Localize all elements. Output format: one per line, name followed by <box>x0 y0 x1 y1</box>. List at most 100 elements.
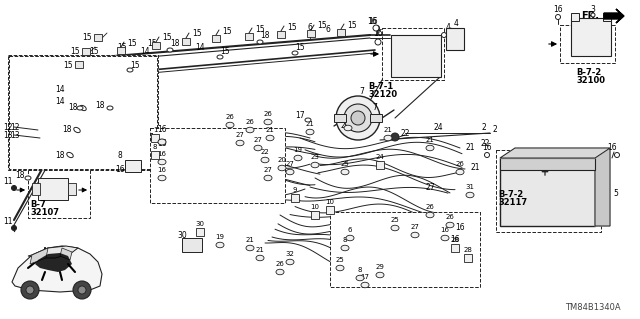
Polygon shape <box>604 9 624 23</box>
Ellipse shape <box>466 192 474 198</box>
Bar <box>151 151 159 159</box>
Text: 15: 15 <box>295 43 305 53</box>
Text: 8: 8 <box>118 152 122 160</box>
Bar <box>446 28 464 50</box>
Bar <box>68 183 76 195</box>
Ellipse shape <box>286 259 294 265</box>
Ellipse shape <box>127 68 133 72</box>
Text: 15: 15 <box>63 61 73 70</box>
Ellipse shape <box>167 48 173 52</box>
Text: 15: 15 <box>147 40 157 48</box>
Ellipse shape <box>306 129 314 135</box>
Ellipse shape <box>246 127 254 133</box>
Text: 32120: 32120 <box>368 90 397 99</box>
Polygon shape <box>60 248 72 260</box>
Text: 15: 15 <box>287 23 297 32</box>
Text: 4: 4 <box>445 24 451 33</box>
Bar <box>38 178 68 200</box>
Text: 16: 16 <box>367 18 377 26</box>
Ellipse shape <box>341 169 349 175</box>
Text: 25: 25 <box>340 161 349 167</box>
Text: 21: 21 <box>266 127 275 133</box>
Bar <box>32 183 40 195</box>
Polygon shape <box>500 148 610 158</box>
Text: 15: 15 <box>220 48 230 56</box>
Bar <box>571 18 611 56</box>
Ellipse shape <box>411 232 419 238</box>
Text: 23: 23 <box>310 154 319 160</box>
Ellipse shape <box>25 176 31 180</box>
Text: 14: 14 <box>55 98 65 107</box>
Text: 30: 30 <box>195 221 205 227</box>
Text: 29: 29 <box>376 264 385 270</box>
Bar <box>496 150 601 232</box>
Bar <box>391 35 441 77</box>
Text: 15: 15 <box>222 26 232 35</box>
Text: 12: 12 <box>3 122 13 131</box>
Text: 28: 28 <box>451 237 460 243</box>
Ellipse shape <box>107 106 113 110</box>
Ellipse shape <box>67 152 73 158</box>
Ellipse shape <box>292 51 298 55</box>
Ellipse shape <box>336 265 344 271</box>
Text: 26: 26 <box>340 121 350 130</box>
Ellipse shape <box>266 135 274 141</box>
Text: 10: 10 <box>326 199 335 205</box>
Circle shape <box>336 96 380 140</box>
Bar <box>571 13 579 21</box>
Text: 27: 27 <box>425 183 435 192</box>
Text: 18: 18 <box>68 103 77 113</box>
Text: 16: 16 <box>368 18 378 26</box>
Ellipse shape <box>278 165 286 171</box>
Text: 25: 25 <box>390 217 399 223</box>
Text: 21: 21 <box>305 121 314 127</box>
Bar <box>75 61 83 68</box>
Text: 16: 16 <box>455 224 465 233</box>
Text: 27: 27 <box>253 137 262 143</box>
Circle shape <box>556 14 561 19</box>
Ellipse shape <box>426 145 434 151</box>
Bar <box>603 13 611 21</box>
Polygon shape <box>35 253 72 272</box>
Ellipse shape <box>261 157 269 163</box>
Text: 5: 5 <box>614 189 618 198</box>
Bar <box>337 29 345 36</box>
Ellipse shape <box>276 269 284 275</box>
Text: 13: 13 <box>3 130 13 139</box>
Text: 9: 9 <box>292 187 297 193</box>
Ellipse shape <box>391 225 399 231</box>
Text: 14: 14 <box>55 85 65 94</box>
Text: 17: 17 <box>360 274 369 280</box>
Text: FR.: FR. <box>581 11 599 21</box>
Circle shape <box>344 104 372 132</box>
Text: 22: 22 <box>400 129 410 137</box>
Text: 26: 26 <box>264 111 273 117</box>
Polygon shape <box>30 248 48 264</box>
Text: 7: 7 <box>372 103 378 113</box>
Text: 1: 1 <box>150 133 154 143</box>
Bar <box>382 28 444 80</box>
Text: 15: 15 <box>317 21 327 31</box>
Text: 16: 16 <box>373 28 383 38</box>
Text: 18: 18 <box>15 170 25 180</box>
Ellipse shape <box>256 255 264 261</box>
Text: 26: 26 <box>246 119 255 125</box>
Ellipse shape <box>158 139 166 145</box>
Text: 6: 6 <box>348 227 352 233</box>
Text: 15: 15 <box>89 48 99 56</box>
Text: 1: 1 <box>153 127 157 133</box>
Circle shape <box>26 286 34 294</box>
Ellipse shape <box>158 175 166 181</box>
Text: 27: 27 <box>285 161 294 167</box>
Bar <box>334 114 346 122</box>
Text: 18: 18 <box>260 32 269 41</box>
Bar <box>94 34 102 41</box>
Bar <box>464 254 472 262</box>
Polygon shape <box>28 246 78 258</box>
Bar <box>277 31 285 38</box>
Circle shape <box>391 133 399 141</box>
Text: 15: 15 <box>162 33 172 42</box>
Bar <box>9 56 157 169</box>
Text: 32: 32 <box>285 251 294 257</box>
Text: 16: 16 <box>482 144 492 152</box>
